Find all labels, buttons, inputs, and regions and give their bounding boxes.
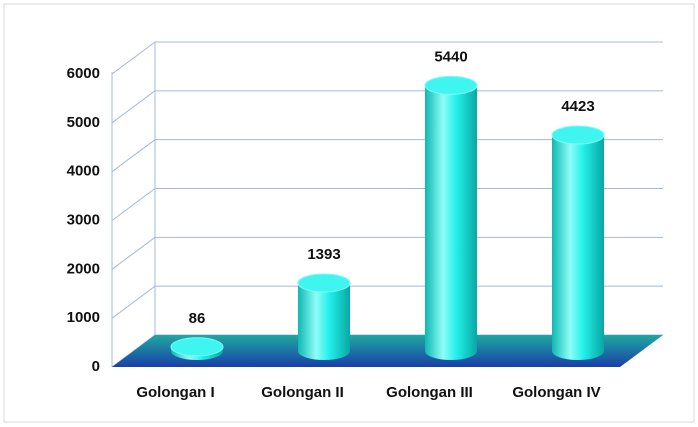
- y-tick-label: 5000: [67, 114, 100, 131]
- bar: [425, 85, 477, 360]
- bar-top: [424, 75, 478, 95]
- x-tick-label: Golongan II: [261, 384, 344, 401]
- bar: [552, 135, 604, 360]
- bar-top: [551, 125, 605, 145]
- data-label: 4423: [561, 98, 594, 115]
- bar-top: [297, 273, 351, 293]
- data-label: 1393: [307, 246, 340, 263]
- y-tick-label: 6000: [67, 65, 100, 82]
- data-label: 86: [189, 310, 206, 327]
- x-tick-label: Golongan I: [136, 384, 214, 401]
- grid-line: [111, 41, 156, 75]
- grid-line: [111, 139, 156, 173]
- y-tick-label: 1000: [67, 309, 100, 326]
- bar: [298, 282, 350, 360]
- y-tick-label: 0: [92, 358, 100, 375]
- floor: [112, 335, 663, 367]
- bar-top: [170, 337, 224, 357]
- grid-line: [111, 90, 156, 124]
- x-tick-label: Golongan III: [386, 384, 473, 401]
- data-label: 5440: [434, 48, 467, 65]
- grid-line: [111, 285, 156, 319]
- y-tick-label: 4000: [67, 163, 100, 180]
- grid-line: [111, 188, 156, 221]
- x-tick-label: Golongan IV: [512, 384, 600, 401]
- y-tick-label: 3000: [67, 211, 100, 228]
- grid-line: [111, 236, 156, 270]
- y-tick-label: 2000: [67, 260, 100, 277]
